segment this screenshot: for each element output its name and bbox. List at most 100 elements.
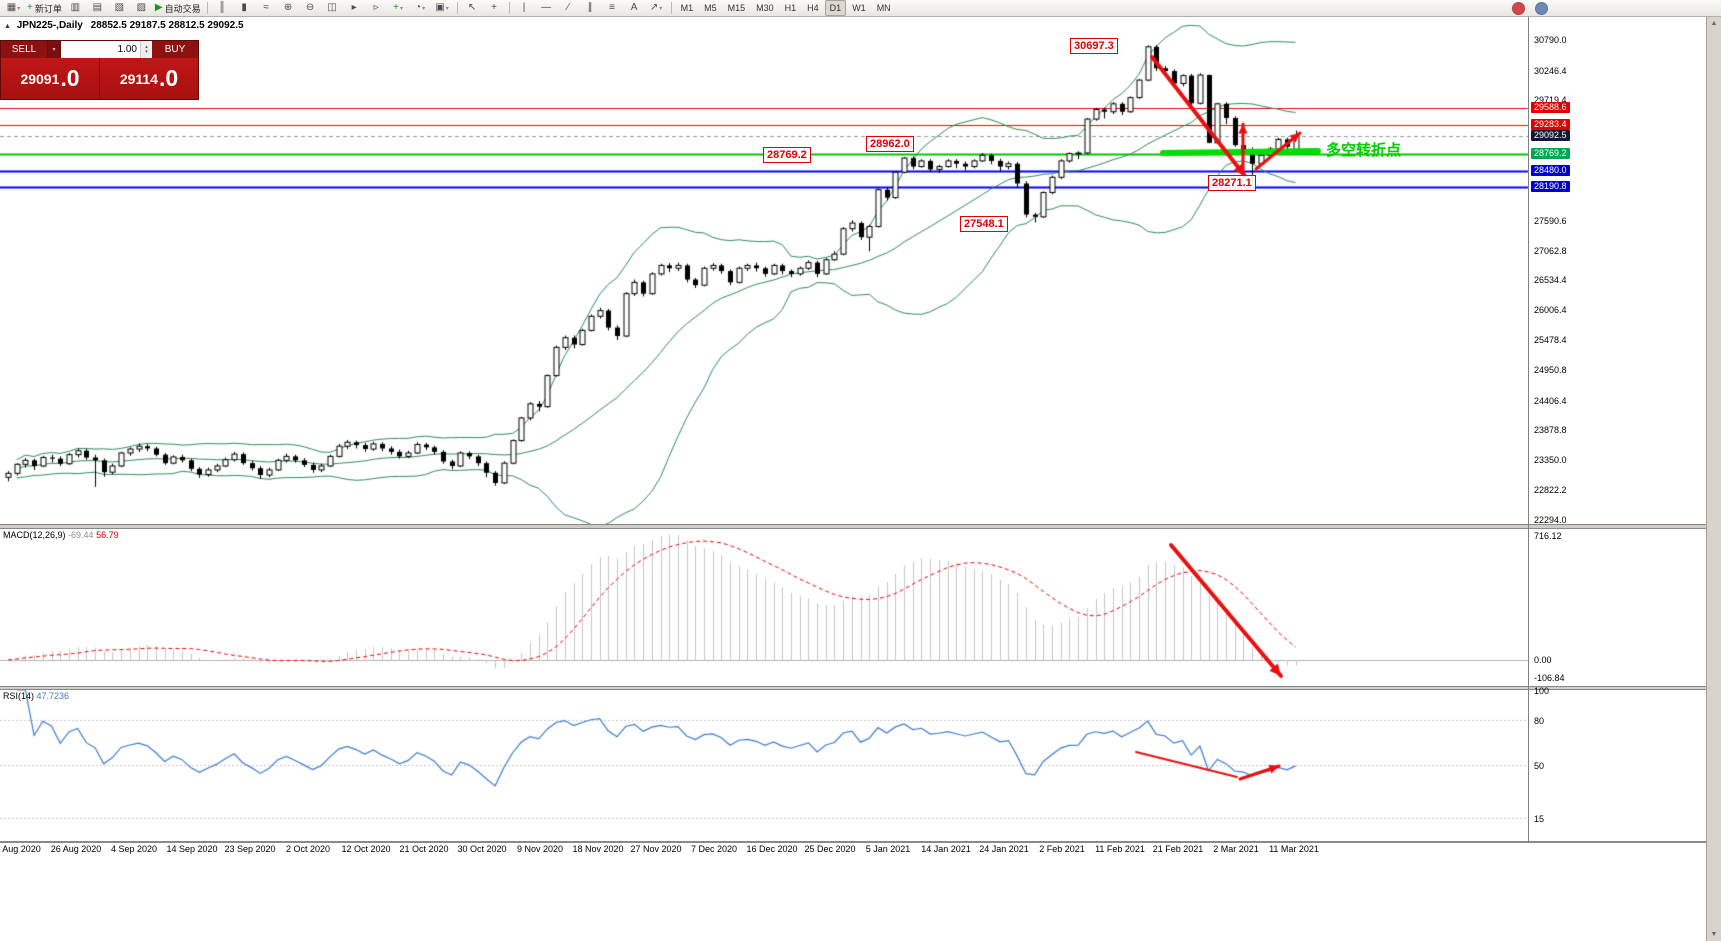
toolbar-right-icons: [1512, 2, 1548, 15]
crosshair-button[interactable]: +: [484, 1, 505, 16]
timeframe-m5-button[interactable]: M5: [704, 3, 717, 13]
timeframe-m1-button[interactable]: M1: [680, 3, 694, 13]
volume-input[interactable]: 1.00: [61, 41, 140, 58]
fibonacci-button[interactable]: ≡: [602, 1, 623, 16]
scroll-up-icon[interactable]: ▲: [1710, 20, 1718, 27]
periods-button[interactable]: ◔ ▾: [410, 1, 431, 16]
price-chart-canvas[interactable]: [0, 16, 1530, 524]
auto-scroll-icon: ▸: [351, 2, 357, 13]
community-icon[interactable]: [1535, 2, 1548, 15]
macd-signal-value: 56.79: [96, 530, 119, 540]
price-axis-tick: 30790.0: [1534, 35, 1567, 45]
horizontal-line-button[interactable]: —: [536, 1, 557, 16]
zoom-out-button[interactable]: ⊖: [300, 1, 321, 16]
price-axis-tick: 22822.2: [1534, 485, 1567, 496]
date-label: 2 Oct 2020: [285, 844, 331, 854]
chart-title: ▲ JPN225-,Daily 28852.5 29187.5 28812.5 …: [4, 20, 244, 31]
macd-indicator-label: MACD(12,26,9) -69.44 56.79: [3, 530, 119, 540]
toolbar-items: ▦ ▾ + 新订单 ▥ ▤ ▧ ▨ ▶ 自动交易 ║ ▮ ≈ ⊕ ⊖ ◫ ▸ ▹ + ▾ ◔ ▾ ▣ ▾ ↖ + | — ∕ ∥ ≡ A ↗ ▾ M…: [3, 0, 896, 16]
timeframe-mn-button[interactable]: MN: [876, 3, 891, 13]
volume-dropdown-icon[interactable]: ▾: [47, 41, 61, 58]
cursor-button[interactable]: ↖: [462, 1, 483, 16]
tile-windows-icon: ◫: [327, 2, 337, 13]
sell-price[interactable]: 29091 .0: [1, 58, 99, 99]
panel-separator[interactable]: [0, 686, 1706, 690]
date-label: 2 Feb 2021: [1039, 844, 1085, 854]
date-label: 2 Mar 2021: [1213, 844, 1259, 854]
candlestick-chart-button[interactable]: ▮: [234, 1, 255, 16]
date-label: 27 Nov 2020: [630, 844, 682, 854]
periods-icon: ◔: [415, 2, 422, 13]
terminal-icon: ▨: [136, 2, 147, 13]
timeframe-h1-button[interactable]: H1: [784, 3, 797, 13]
macd-axis-tick: 0.00: [1534, 655, 1552, 665]
trade-panel-prices: 29091 .0 29114 .0: [1, 58, 198, 99]
sell-button[interactable]: SELL: [1, 41, 47, 58]
scroll-down-icon[interactable]: ▼: [1710, 931, 1718, 938]
vertical-line-button[interactable]: |: [514, 1, 535, 16]
tile-windows-button[interactable]: ◫: [322, 1, 343, 16]
date-label: 30 Oct 2020: [457, 844, 507, 854]
autotrading-button[interactable]: ▶ 自动交易: [153, 1, 203, 16]
macd-canvas[interactable]: [0, 529, 1530, 686]
panel-separator[interactable]: [0, 524, 1706, 529]
alerts-icon[interactable]: [1512, 2, 1525, 15]
channel-button[interactable]: ∥: [580, 1, 601, 16]
timeframe-w1-button[interactable]: W1: [852, 3, 866, 13]
chart-shift-button[interactable]: ▹: [366, 1, 387, 16]
line-chart-button[interactable]: ≈: [256, 1, 277, 16]
data-window-button[interactable]: ▤: [87, 1, 108, 16]
text-button[interactable]: A: [624, 1, 645, 16]
trendline-button[interactable]: ∕: [558, 1, 579, 16]
price-axis-tag: 29588.6: [1531, 101, 1570, 113]
new-order-icon: +: [27, 2, 33, 13]
macd-main-value: -69.44: [68, 530, 94, 540]
time-axis[interactable]: 7 Aug 2020 26 Aug 2020 4 Sep 2020 14 Sep 20…: [0, 844, 1528, 858]
buy-price[interactable]: 29114 .0: [100, 58, 198, 99]
indicators-button[interactable]: + ▾: [388, 1, 409, 16]
price-axis-tick: 26006.4: [1534, 305, 1567, 316]
toolbar: ▦ ▾ + 新订单 ▥ ▤ ▧ ▨ ▶ 自动交易 ║ ▮ ≈ ⊕ ⊖ ◫ ▸ ▹ + ▾ ◔ ▾ ▣ ▾ ↖ + | — ∕ ∥ ≡ A ↗ ▾ M…: [0, 0, 1721, 17]
navigator-button[interactable]: ▧: [109, 1, 130, 16]
arrows-button[interactable]: ↗ ▾: [646, 1, 667, 16]
dropdown-arrow-icon: ▾: [17, 5, 21, 12]
volume-up-icon[interactable]: ▴: [145, 43, 148, 50]
text-icon: A: [630, 2, 638, 13]
rsi-canvas[interactable]: [0, 690, 1530, 841]
price-axis-tick: 24950.8: [1534, 364, 1567, 375]
timeframe-d1-button[interactable]: D1: [824, 0, 847, 16]
date-label: 25 Dec 2020: [804, 844, 856, 854]
volume-stepper[interactable]: ▴ ▾: [140, 41, 152, 58]
zoom-in-button[interactable]: ⊕: [278, 1, 299, 16]
rsi-name: RSI(14): [3, 691, 35, 701]
price-axis-tick: 26534.4: [1534, 275, 1567, 286]
channel-icon: ∥: [587, 2, 593, 13]
dropdown-arrow-icon: ▾: [445, 5, 449, 12]
templates-button[interactable]: ▣ ▾: [432, 1, 453, 16]
bar-chart-button[interactable]: ║: [212, 1, 233, 16]
fibonacci-icon: ≡: [609, 2, 615, 13]
timeframe-m30-button[interactable]: M30: [756, 3, 774, 13]
terminal-button[interactable]: ▨: [131, 1, 152, 16]
rsi-axis-tick: 100: [1534, 686, 1550, 696]
collapse-icon[interactable]: ▲: [4, 23, 11, 30]
zoom-out-icon: ⊖: [305, 2, 315, 13]
price-axis[interactable]: 30790.0 30246.4 29719.4 27590.6 27062.8 26534…: [1529, 16, 1706, 842]
date-label: 18 Nov 2020: [572, 844, 624, 854]
line-chart-icon: ≈: [263, 2, 269, 13]
date-label: 14 Jan 2021: [921, 844, 971, 854]
market-watch-button[interactable]: ▥: [65, 1, 86, 16]
price-axis-tag: 28480.0: [1531, 164, 1570, 176]
auto-scroll-button[interactable]: ▸: [344, 1, 365, 16]
sell-price-frac: .0: [60, 65, 80, 91]
new-order-button[interactable]: + 新订单: [25, 1, 64, 16]
buy-button[interactable]: BUY: [152, 41, 198, 58]
toolbar-separator: [456, 2, 458, 14]
volume-down-icon[interactable]: ▾: [145, 48, 148, 55]
chart-shortcut-button[interactable]: ▦ ▾: [3, 1, 24, 16]
price-axis-tick: 25478.4: [1534, 335, 1567, 346]
navigator-icon: ▧: [114, 2, 125, 13]
timeframe-m15-button[interactable]: M15: [727, 3, 746, 13]
timeframe-h4-button[interactable]: H4: [807, 3, 819, 13]
vertical-scrollbar[interactable]: ▲ ▼: [1706, 17, 1721, 941]
